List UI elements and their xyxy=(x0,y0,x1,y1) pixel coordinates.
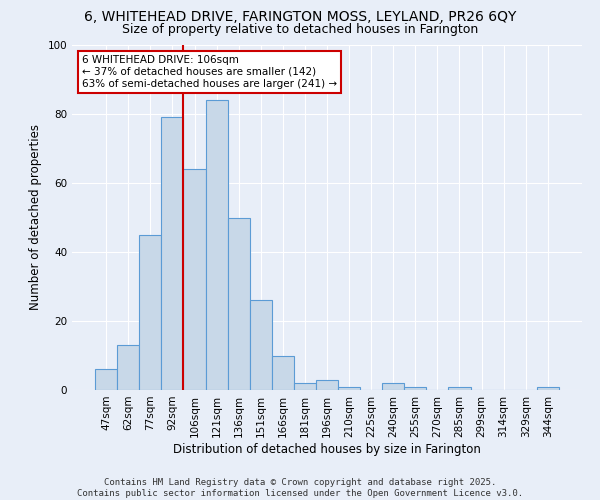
Bar xyxy=(316,380,338,390)
Bar xyxy=(95,370,117,390)
Text: 6, WHITEHEAD DRIVE, FARINGTON MOSS, LEYLAND, PR26 6QY: 6, WHITEHEAD DRIVE, FARINGTON MOSS, LEYL… xyxy=(84,10,516,24)
Bar xyxy=(117,345,139,390)
Y-axis label: Number of detached properties: Number of detached properties xyxy=(29,124,42,310)
Bar xyxy=(338,386,360,390)
Text: Contains HM Land Registry data © Crown copyright and database right 2025.
Contai: Contains HM Land Registry data © Crown c… xyxy=(77,478,523,498)
Bar xyxy=(206,100,227,390)
Bar xyxy=(404,386,427,390)
Text: 6 WHITEHEAD DRIVE: 106sqm
← 37% of detached houses are smaller (142)
63% of semi: 6 WHITEHEAD DRIVE: 106sqm ← 37% of detac… xyxy=(82,56,337,88)
Bar xyxy=(139,235,161,390)
Bar xyxy=(250,300,272,390)
Bar xyxy=(448,386,470,390)
Text: Size of property relative to detached houses in Farington: Size of property relative to detached ho… xyxy=(122,22,478,36)
X-axis label: Distribution of detached houses by size in Farington: Distribution of detached houses by size … xyxy=(173,442,481,456)
Bar xyxy=(272,356,294,390)
Bar xyxy=(227,218,250,390)
Bar xyxy=(294,383,316,390)
Bar xyxy=(382,383,404,390)
Bar xyxy=(537,386,559,390)
Bar xyxy=(161,118,184,390)
Bar xyxy=(184,169,206,390)
